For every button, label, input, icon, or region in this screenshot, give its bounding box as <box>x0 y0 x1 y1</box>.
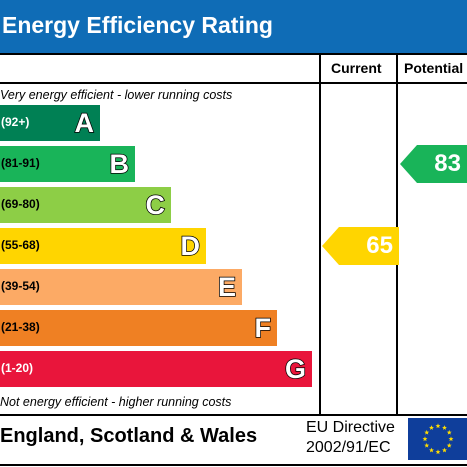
flag-star <box>442 447 447 453</box>
footer-country: England, Scotland & Wales <box>0 425 258 447</box>
band-letter-e: E <box>217 271 237 303</box>
band-f: (21-38) F <box>0 310 277 346</box>
flag-star <box>435 423 441 429</box>
band-c: (69-80) C <box>0 187 171 223</box>
chart-title: Energy Efficiency Rating <box>2 12 273 38</box>
flag-star <box>422 436 428 442</box>
flag-star <box>448 436 454 442</box>
frame-top-line <box>0 53 467 55</box>
band-g: (1-20) G <box>0 351 312 387</box>
band-range-g: (1-20) <box>1 361 34 375</box>
flag-star <box>424 442 430 448</box>
footer-top-line <box>0 414 467 416</box>
band-e: (39-54) E <box>0 269 242 305</box>
flag-star <box>446 442 452 448</box>
frame-bottom-line <box>0 464 467 466</box>
band-range-a: (92+) <box>1 115 30 129</box>
current-rating-arrow: 65 <box>322 227 399 265</box>
potential-rating-value: 83 <box>434 150 461 177</box>
band-letter-b: B <box>109 148 130 180</box>
eu-flag-icon <box>408 418 467 460</box>
flag-star <box>429 447 434 453</box>
note-bottom: Not energy efficient - higher running co… <box>0 395 232 409</box>
eu-directive-line2: 2002/91/EC <box>306 439 391 456</box>
header-row-line <box>0 82 467 84</box>
band-letter-a: A <box>74 107 95 139</box>
flag-star <box>442 425 447 430</box>
flag-star <box>424 429 430 435</box>
band-range-b: (81-91) <box>1 156 40 170</box>
band-letter-c: C <box>145 189 166 221</box>
band-a: (92+) A <box>0 105 100 141</box>
column-header-potential: Potential <box>404 60 464 76</box>
flag-star <box>429 425 434 430</box>
current-rating-value: 65 <box>366 232 393 259</box>
note-top: Very energy efficient - lower running co… <box>0 88 233 102</box>
potential-rating-arrow: 83 <box>400 145 467 183</box>
current-divider <box>319 53 321 415</box>
band-range-c: (69-80) <box>1 197 40 211</box>
band-range-d: (55-68) <box>1 238 40 252</box>
band-letter-f: F <box>254 312 272 344</box>
band-range-e: (39-54) <box>1 279 40 293</box>
band-range-f: (21-38) <box>1 320 40 334</box>
eu-directive-line1: EU Directive <box>306 419 395 436</box>
band-letter-g: G <box>284 353 307 385</box>
column-header-current: Current <box>331 60 382 76</box>
header-bar: Energy Efficiency Rating <box>0 0 467 53</box>
band-b: (81-91) B <box>0 146 135 182</box>
flag-star <box>435 449 441 455</box>
band-d: (55-68) D <box>0 228 206 264</box>
flag-star <box>446 429 452 435</box>
band-letter-d: D <box>180 230 201 262</box>
